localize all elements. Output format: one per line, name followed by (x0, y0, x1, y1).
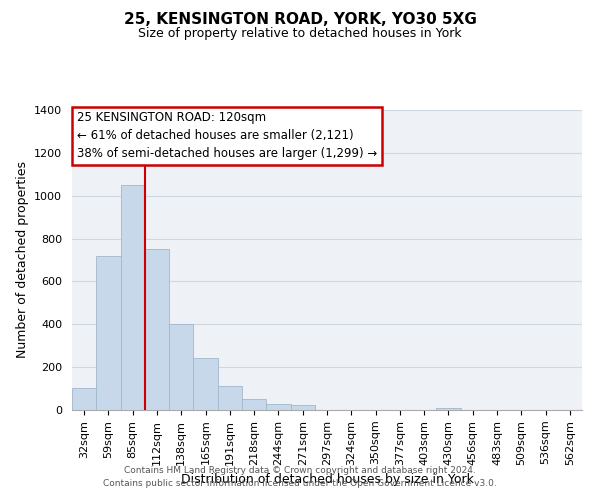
Bar (436, 408, 461, 410)
Bar (145, 250, 169, 410)
Bar (242, 400, 266, 410)
Bar (290, 406, 315, 410)
Y-axis label: Number of detached properties: Number of detached properties (16, 162, 29, 358)
Text: Contains HM Land Registry data © Crown copyright and database right 2024.
Contai: Contains HM Land Registry data © Crown c… (103, 466, 497, 487)
Text: Size of property relative to detached houses in York: Size of property relative to detached ho… (138, 28, 462, 40)
Bar (72, 388, 96, 410)
Bar (193, 358, 218, 410)
Bar (121, 185, 145, 410)
X-axis label: Distribution of detached houses by size in York: Distribution of detached houses by size … (181, 473, 473, 486)
Bar (266, 404, 290, 410)
Bar (169, 324, 193, 410)
Text: 25, KENSINGTON ROAD, YORK, YO30 5XG: 25, KENSINGTON ROAD, YORK, YO30 5XG (124, 12, 476, 28)
Bar (218, 386, 242, 410)
Text: 25 KENSINGTON ROAD: 120sqm
← 61% of detached houses are smaller (2,121)
38% of s: 25 KENSINGTON ROAD: 120sqm ← 61% of deta… (77, 112, 377, 160)
Bar (96, 256, 121, 410)
